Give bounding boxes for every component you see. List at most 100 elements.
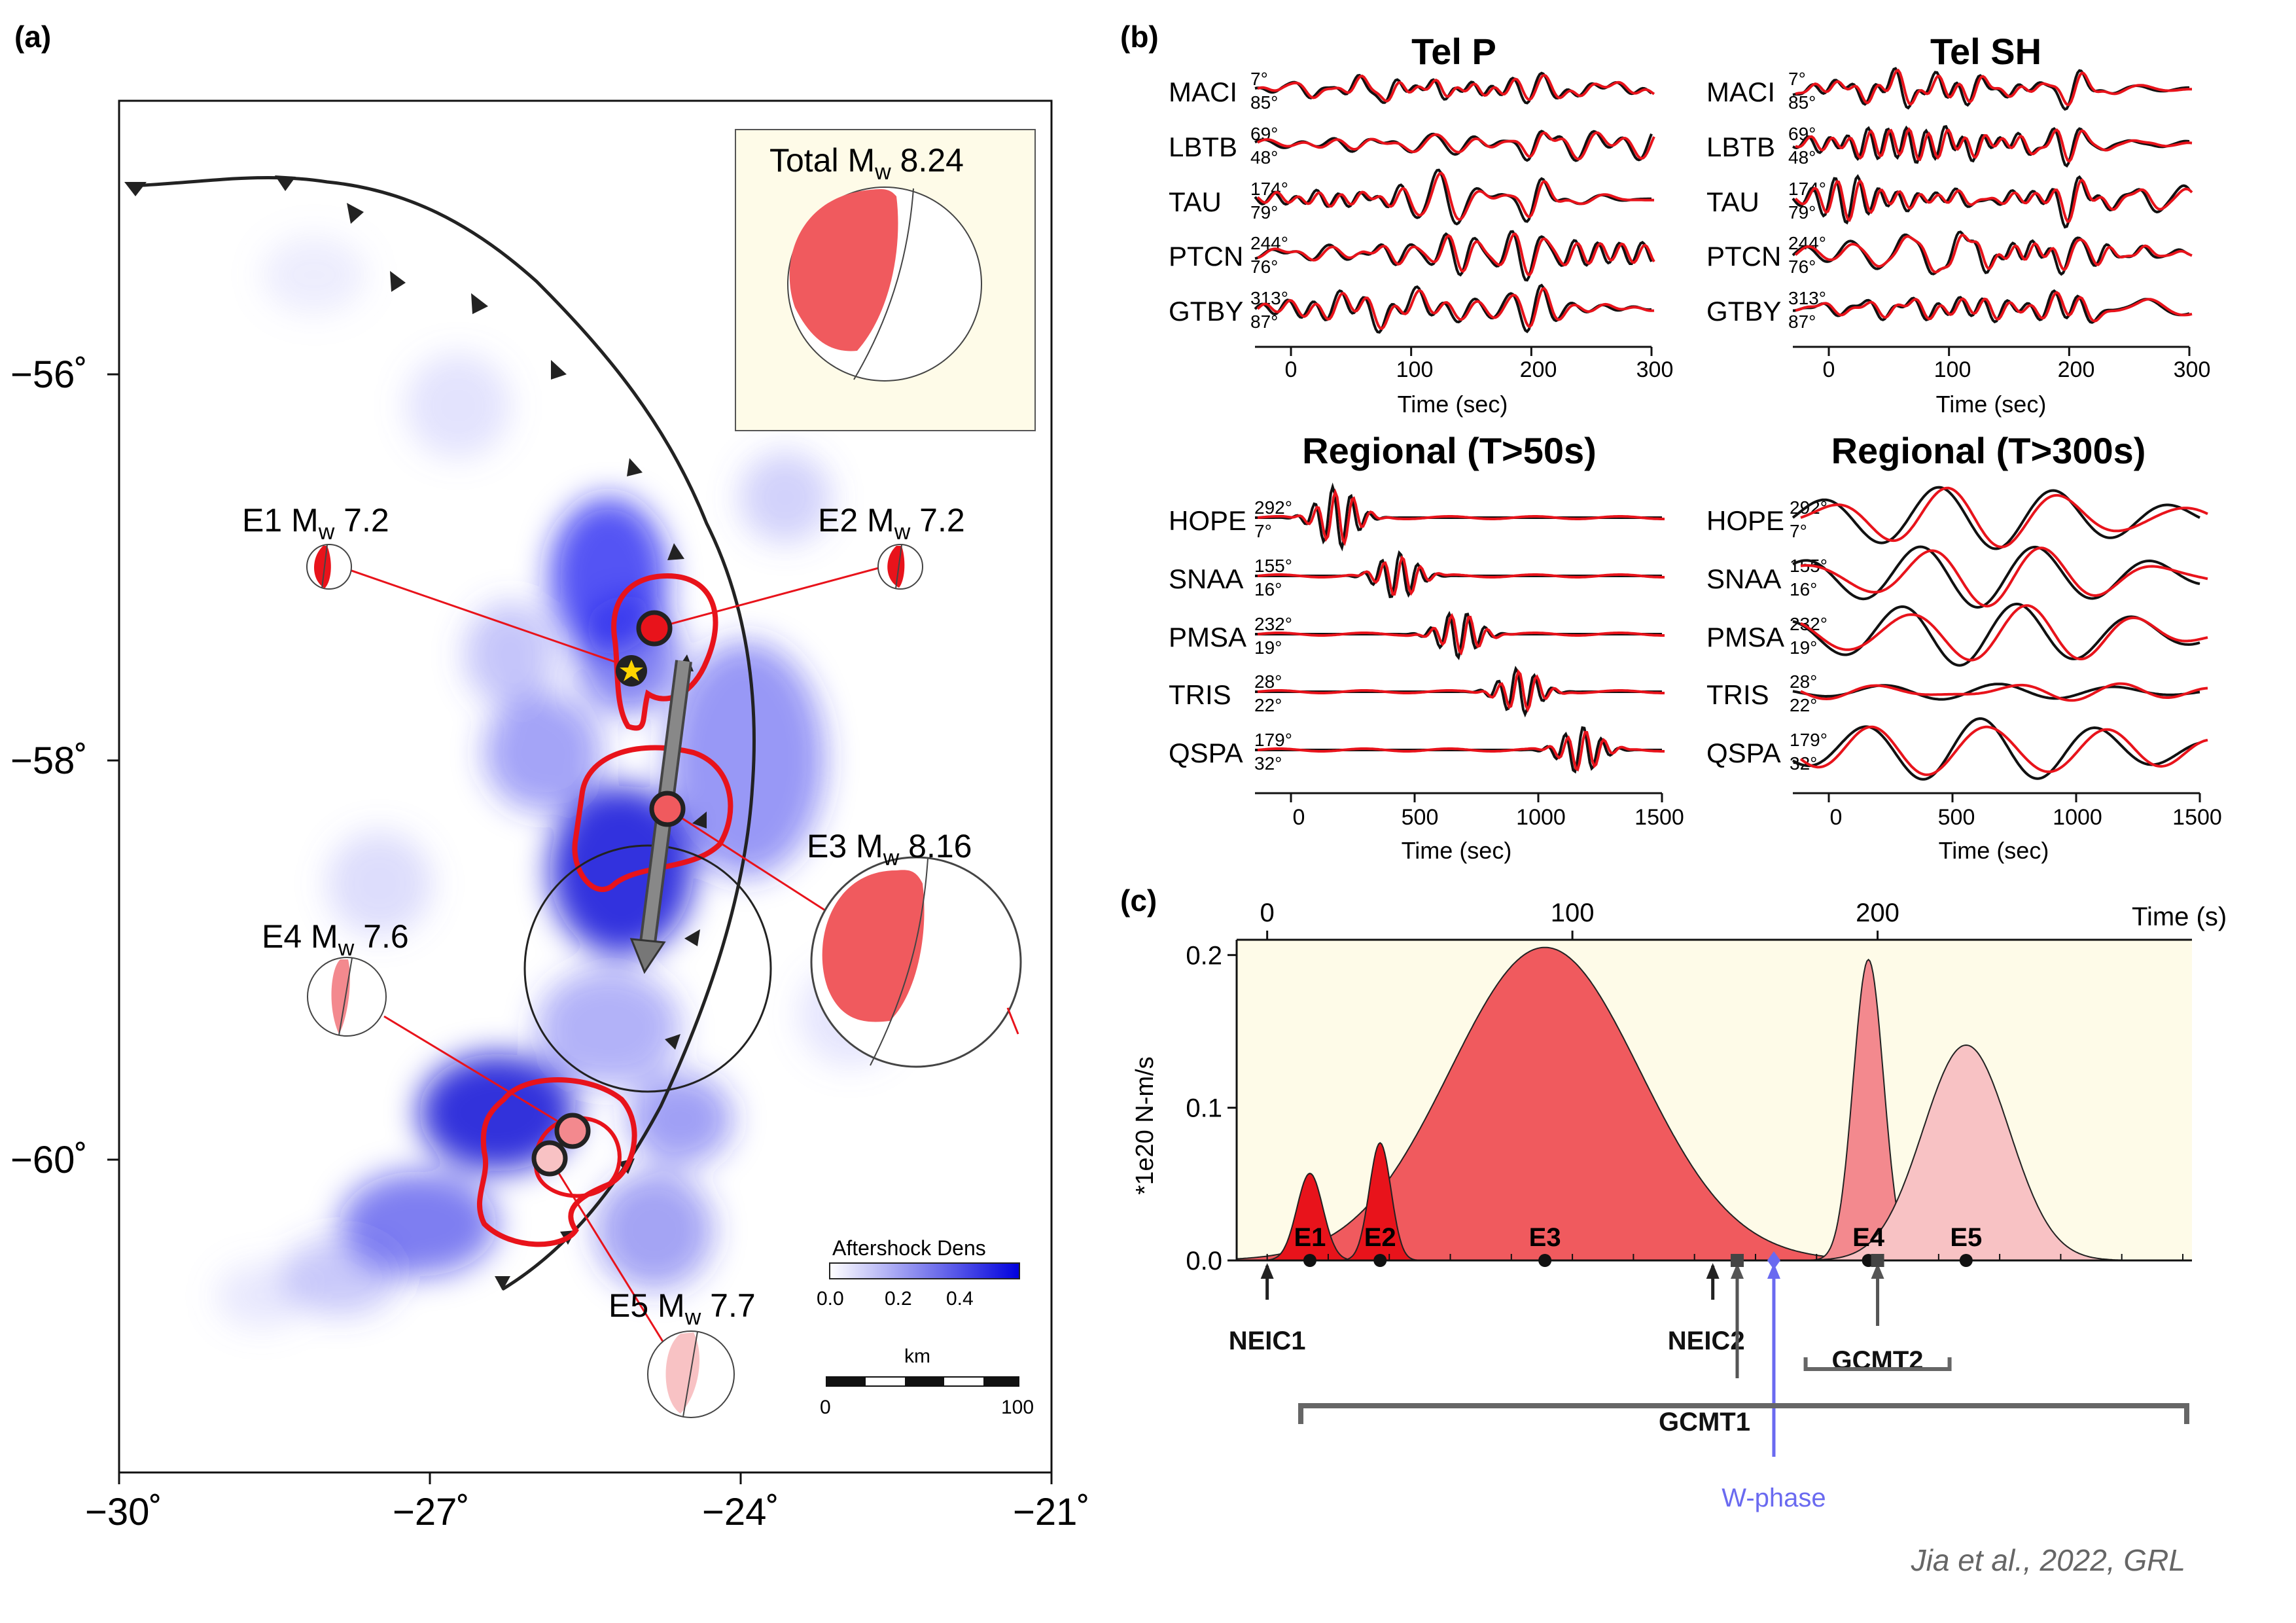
y-tick-label: −60˚	[10, 1139, 88, 1181]
synthetic-trace	[1257, 488, 1665, 546]
synthetic-trace	[1799, 725, 2208, 776]
svg-text:85°: 85°	[1250, 92, 1278, 113]
synthetic-trace	[1800, 604, 2208, 662]
svg-text:76°: 76°	[1250, 257, 1278, 277]
svg-text:79°: 79°	[1250, 202, 1278, 223]
svg-text:7°: 7°	[1788, 69, 1806, 89]
station-name: HOPE	[1169, 505, 1246, 536]
svg-text:85°: 85°	[1788, 92, 1816, 113]
event-connectors	[340, 565, 884, 1353]
svg-text:292°: 292°	[1254, 497, 1292, 518]
event-label-e3: E3 Mw 8.16	[807, 828, 972, 870]
waveform-traces	[1254, 67, 2208, 781]
observed-trace	[1792, 602, 2200, 667]
wphase-centroid-marker	[1767, 1251, 1780, 1270]
credit-text: Jia et al., 2022, GRL	[1911, 1543, 2185, 1577]
station-name: LBTB	[1169, 132, 1237, 162]
synthetic-trace	[1256, 171, 1654, 221]
svg-text:200: 200	[1520, 357, 1557, 382]
synthetic-trace	[1800, 486, 2208, 548]
focal-mechanism-e3	[810, 856, 1022, 1068]
synthetic-trace	[1257, 232, 1655, 277]
svg-text:1000: 1000	[2053, 805, 2102, 830]
synthetic-trace	[1795, 69, 2192, 107]
waveform-block-regional-300: Regional (T>300s) HOPE 292° 7° SNAA 155°…	[1706, 430, 2222, 864]
station-name: TRIS	[1706, 679, 1769, 710]
svg-text:28°: 28°	[1790, 671, 1817, 692]
observed-trace	[1254, 130, 1653, 162]
svg-text:179°: 179°	[1790, 730, 1828, 750]
synthetic-trace	[1794, 233, 2193, 274]
colorbar-title: Aftershock Dens	[832, 1236, 986, 1260]
trench-teeth	[124, 175, 707, 1291]
station-name: TAU	[1706, 187, 1759, 217]
svg-text:500: 500	[1938, 805, 1975, 830]
station-name: PTCN	[1706, 241, 1781, 272]
focal-mechanism-e5	[647, 1330, 735, 1418]
svg-text:200: 200	[2058, 357, 2095, 382]
station-name: QSPA	[1169, 738, 1243, 768]
map-panel: E1 Mw 7.2 E2 Mw 7.2 E3 Mw 8.16 E4 Mw 7.6…	[10, 99, 1090, 1533]
station-name: TRIS	[1169, 679, 1231, 710]
timing-marker-arrow-icon	[1730, 1263, 1744, 1279]
svg-text:500: 500	[1402, 805, 1439, 830]
event-label-e1: E1 Mw 7.2	[242, 502, 389, 544]
station-name: LBTB	[1706, 132, 1775, 162]
event-label: E1	[1294, 1223, 1326, 1252]
svg-text:0: 0	[1823, 357, 1835, 382]
station-name: SNAA	[1169, 563, 1243, 594]
observed-trace	[1792, 545, 2200, 609]
gcmt-centroid-marker	[1730, 1254, 1744, 1267]
gcmt2-range-bracket	[1803, 1357, 1952, 1371]
observed-trace	[1792, 717, 2200, 781]
observed-trace	[1792, 486, 2200, 550]
y-tick-label: 0.0	[1186, 1247, 1222, 1275]
map-frame	[118, 99, 1053, 1474]
total-mechanism-inset: Total Mw 8.24	[735, 129, 1036, 431]
synthetic-trace	[1256, 287, 1655, 330]
timing-marker-arrow-icon	[1767, 1263, 1780, 1279]
rupture-circle	[523, 844, 772, 1093]
bracket-range	[1298, 1403, 2189, 1424]
event-dot-e1	[1303, 1254, 1316, 1267]
waveform-axis-ticks	[1290, 347, 2201, 802]
synthetic-trace	[1257, 669, 1665, 713]
rupture-arrow-head	[629, 938, 666, 974]
station-name: GTBY	[1706, 296, 1781, 327]
svg-text:232°: 232°	[1254, 614, 1292, 634]
station-name: PMSA	[1169, 622, 1246, 652]
timing-marker-arrow-icon	[1871, 1263, 1884, 1279]
waveform-block-tel-p: Tel P MACI 7° 85° LBTB 69° 48° TAU 174° …	[1169, 31, 1673, 418]
timing-marker-label: W-phase	[1722, 1484, 1826, 1512]
timing-marker-label: NEIC2	[1668, 1327, 1745, 1355]
colorbar: Aftershock Dens 0.0 0.2 0.4	[817, 1236, 1020, 1310]
station-name: MACI	[1706, 77, 1775, 107]
svg-text:0: 0	[1830, 805, 1843, 830]
observed-trace	[1792, 124, 2190, 168]
station-name: HOPE	[1706, 505, 1784, 536]
focal-mechanism-e4	[307, 957, 387, 1037]
block-title: Tel SH	[1930, 31, 2041, 72]
waveform-block-tel-sh: Tel SH MACI 7° 85° LBTB 69° 48° TAU 174°…	[1706, 31, 2210, 418]
slip-contour-e4e5	[476, 1077, 637, 1247]
synthetic-trace	[1800, 546, 2208, 608]
synthetic-trace	[1795, 127, 2193, 163]
event-marker-e4	[554, 1113, 591, 1149]
colorbar-tick-2: 0.4	[946, 1288, 974, 1310]
scalebar-tick-1: 100	[1001, 1397, 1034, 1418]
map-ticks	[107, 373, 1053, 1484]
svg-text:7°: 7°	[1250, 69, 1268, 89]
scalebar-unit: km	[904, 1346, 930, 1367]
y-tick-label: 0.2	[1186, 941, 1222, 970]
svg-text:32°: 32°	[1790, 753, 1817, 774]
chart-y-label: *1e20 N-m/s	[1131, 1056, 1159, 1194]
x-tick-label: 200	[1856, 899, 1899, 927]
chart-ticks: 0 100 200 0.0 0.1 0.2	[1186, 899, 2184, 1275]
svg-text:16°: 16°	[1254, 579, 1282, 599]
svg-text:76°: 76°	[1788, 257, 1816, 277]
station-name: GTBY	[1169, 296, 1243, 327]
synthetic-trace	[1257, 730, 1665, 772]
chart-x-label: Time (s)	[2132, 902, 2227, 931]
colorbar-tick-0: 0.0	[817, 1288, 844, 1310]
